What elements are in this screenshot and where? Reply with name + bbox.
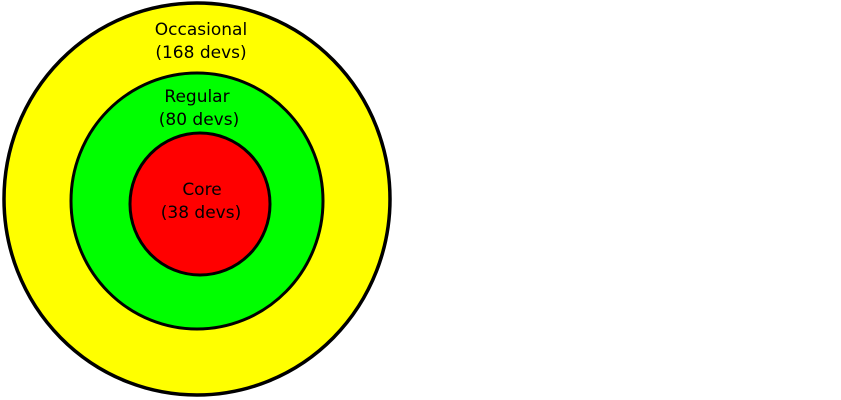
ring-core-count: (38 devs) bbox=[161, 203, 241, 223]
ring-regular-name: Regular bbox=[164, 87, 229, 107]
ring-occasional-name: Occasional bbox=[155, 20, 247, 40]
ring-occasional-count: (168 devs) bbox=[155, 43, 246, 63]
ring-core-name: Core bbox=[182, 180, 221, 200]
ring-regular-count: (80 devs) bbox=[159, 110, 239, 130]
ring-core-circle bbox=[128, 131, 272, 277]
ring-core: Core (38 devs) bbox=[128, 131, 272, 277]
